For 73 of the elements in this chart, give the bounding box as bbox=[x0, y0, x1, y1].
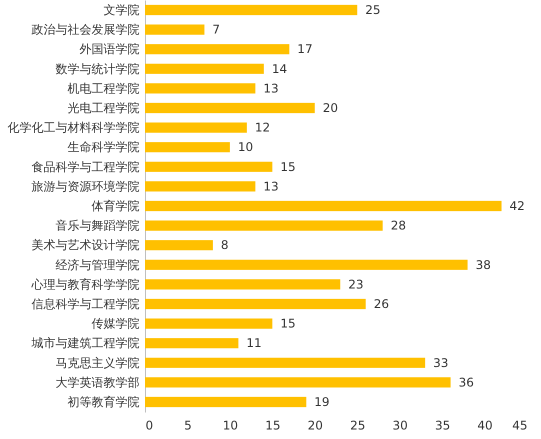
bar bbox=[145, 298, 366, 310]
bar bbox=[145, 377, 451, 388]
bar bbox=[145, 260, 468, 270]
data-label: 26 bbox=[374, 297, 389, 311]
x-tick-label: 40 bbox=[477, 418, 493, 432]
bar bbox=[145, 142, 230, 152]
y-tick-label: 政治与社会发展学院 bbox=[32, 22, 140, 37]
data-label: 17 bbox=[297, 42, 313, 56]
y-tick-label: 初等教育学院 bbox=[68, 395, 140, 410]
y-tick-label: 体育学院 bbox=[92, 199, 140, 213]
y-tick-label: 外国语学院 bbox=[80, 42, 140, 56]
x-tick-label: 5 bbox=[184, 418, 192, 432]
bar bbox=[145, 122, 247, 133]
y-tick-label: 食品科学与工程学院 bbox=[32, 160, 140, 174]
data-label: 42 bbox=[510, 199, 525, 213]
bar bbox=[145, 162, 272, 172]
y-tick-label: 城市与建筑工程学院 bbox=[30, 336, 140, 350]
x-tick-label: 30 bbox=[392, 418, 408, 432]
y-tick-label: 化学化工与材料科学学院 bbox=[8, 120, 140, 135]
y-tick-label: 光电工程学院 bbox=[68, 101, 140, 115]
bar bbox=[145, 83, 256, 94]
y-tick-label: 经济与管理学院 bbox=[56, 258, 140, 272]
data-label: 38 bbox=[476, 258, 491, 272]
bar bbox=[145, 4, 358, 16]
bar bbox=[145, 200, 502, 212]
bar bbox=[145, 358, 426, 368]
y-tick-label: 大学英语教学部 bbox=[56, 375, 140, 390]
data-label: 12 bbox=[254, 120, 270, 135]
y-tick-label: 数学与统计学院 bbox=[56, 62, 140, 76]
y-tick-label: 心理与教育科学学院 bbox=[30, 277, 140, 292]
data-label: 23 bbox=[348, 277, 364, 292]
data-label: 8 bbox=[220, 238, 229, 252]
y-tick-label: 美术与艺术设计学院 bbox=[32, 238, 140, 252]
bar bbox=[145, 279, 340, 290]
bar bbox=[145, 181, 256, 192]
bar bbox=[145, 64, 264, 74]
bar bbox=[145, 44, 290, 54]
data-label: 10 bbox=[238, 140, 254, 154]
bar bbox=[145, 338, 238, 348]
data-label: 13 bbox=[263, 81, 279, 96]
bar bbox=[145, 396, 306, 408]
x-tick-label: 0 bbox=[146, 418, 154, 432]
x-tick-label: 45 bbox=[512, 418, 528, 432]
x-tick-label: 35 bbox=[434, 418, 450, 432]
x-tick-label: 10 bbox=[222, 418, 238, 432]
data-label: 19 bbox=[314, 395, 330, 410]
data-label: 13 bbox=[263, 179, 279, 194]
data-label: 7 bbox=[212, 22, 220, 37]
data-label: 33 bbox=[433, 356, 448, 370]
bar bbox=[145, 220, 383, 231]
y-tick-label: 信息科学与工程学院 bbox=[32, 297, 140, 311]
data-label: 15 bbox=[280, 316, 296, 331]
y-tick-label: 生命科学学院 bbox=[68, 140, 140, 154]
data-label: 15 bbox=[280, 160, 296, 174]
y-tick-label: 机电工程学院 bbox=[68, 81, 140, 96]
x-tick-label: 20 bbox=[308, 418, 323, 432]
y-tick-label: 文学院 bbox=[104, 2, 140, 17]
data-label: 28 bbox=[390, 218, 406, 233]
bar bbox=[145, 102, 315, 114]
bar bbox=[145, 240, 213, 250]
x-tick-label: 15 bbox=[265, 418, 280, 432]
data-label: 36 bbox=[458, 375, 474, 390]
y-tick-label: 旅游与资源环境学院 bbox=[32, 179, 140, 194]
y-tick-label: 马克思主义学院 bbox=[56, 356, 140, 370]
data-label: 11 bbox=[246, 336, 262, 350]
data-label: 20 bbox=[322, 101, 338, 115]
bar bbox=[145, 24, 204, 35]
data-label: 14 bbox=[272, 62, 288, 76]
data-label: 25 bbox=[365, 2, 381, 17]
x-tick-label: 25 bbox=[350, 418, 366, 432]
bar bbox=[145, 318, 272, 329]
y-tick-label: 音乐与舞蹈学院 bbox=[56, 218, 140, 233]
y-tick-label: 传媒学院 bbox=[92, 316, 140, 331]
